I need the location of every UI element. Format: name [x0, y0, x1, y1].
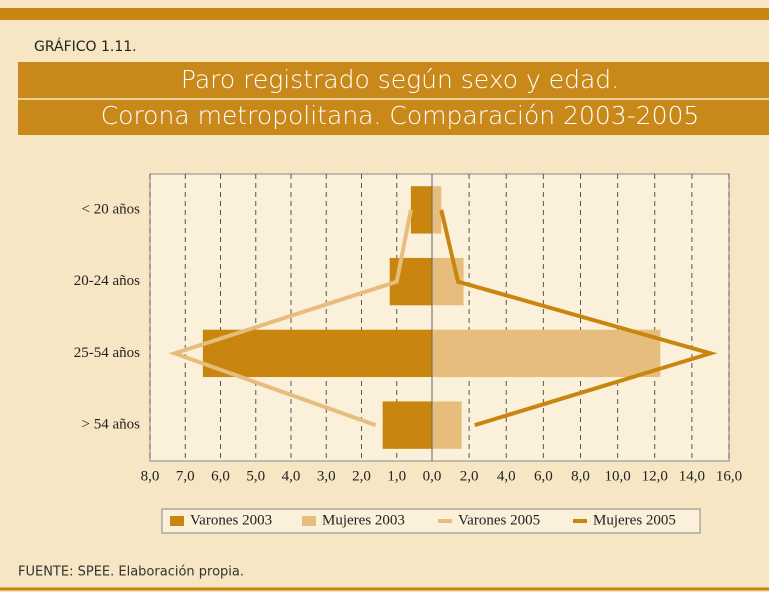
y-tick-label: > 54 años [82, 417, 141, 433]
x-tick-label: 0,0 [423, 468, 442, 484]
chart-label: GRÁFICO 1.11. [34, 38, 137, 55]
x-tick-label: 14,0 [679, 468, 705, 484]
x-tick-label: 8,0 [571, 468, 590, 484]
x-tick-label: 3,0 [317, 468, 336, 484]
bar [432, 186, 442, 234]
legend-swatch [302, 516, 316, 526]
legend-swatch [170, 516, 184, 526]
bar [432, 401, 462, 449]
bar [202, 329, 432, 378]
top-band [0, 8, 769, 20]
legend-label: Mujeres 2005 [593, 512, 676, 528]
x-tick-label: 2,0 [352, 468, 371, 484]
x-tick-label: 2,0 [460, 468, 479, 484]
y-tick-label: < 20 años [82, 201, 141, 217]
chart-title: Corona metropolitana. Comparación 2003-2… [101, 101, 700, 130]
y-tick-label: 20-24 años [74, 273, 140, 289]
x-tick-label: 8,0 [141, 468, 160, 484]
x-tick-label: 4,0 [497, 468, 516, 484]
bar [432, 329, 661, 378]
x-tick-label: 7,0 [176, 468, 195, 484]
y-tick-label: 25-54 años [74, 345, 140, 361]
legend-label: Varones 2003 [190, 512, 272, 528]
line [168, 209, 413, 428]
legend-label: Mujeres 2003 [322, 512, 405, 528]
x-tick-label: 1,0 [387, 468, 406, 484]
x-tick-label: 6,0 [534, 468, 553, 484]
x-tick-label: 5,0 [246, 468, 265, 484]
legend-label: Varones 2005 [458, 512, 540, 528]
x-tick-label: 4,0 [282, 468, 301, 484]
legend-box [161, 508, 701, 534]
line [439, 209, 718, 428]
source: FUENTE: SPEE. Elaboración propia. [18, 565, 244, 580]
x-tick-label: 16,0 [716, 468, 742, 484]
x-tick-label: 10,0 [605, 468, 631, 484]
bar [382, 401, 432, 449]
x-tick-label: 6,0 [211, 468, 230, 484]
chart-title: Paro registrado según sexo y edad. [181, 65, 619, 94]
x-tick-label: 12,0 [642, 468, 668, 484]
bar [410, 186, 432, 234]
